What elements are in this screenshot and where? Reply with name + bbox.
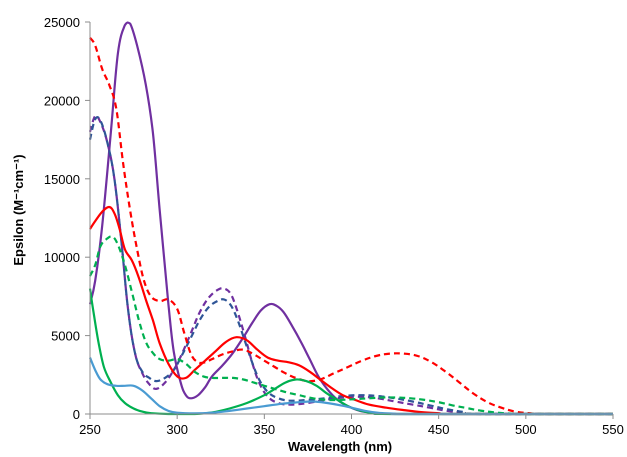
series-line-3	[88, 116, 613, 416]
x-tick-label: 550	[602, 422, 624, 437]
x-tick-label: 500	[515, 422, 537, 437]
x-tick-label: 400	[341, 422, 363, 437]
series-line-2	[88, 114, 613, 416]
y-tick-label: 15000	[44, 172, 80, 187]
y-axis-title: Epsilon (M⁻¹cm⁻¹)	[11, 154, 26, 265]
y-tick-label: 5000	[51, 329, 80, 344]
x-axis-ticks: 250 300 350 400 450 500 550	[79, 414, 624, 437]
y-tick-label: 20000	[44, 93, 80, 108]
series-line-5	[89, 205, 613, 416]
y-tick-label: 0	[73, 407, 80, 422]
y-tick-label: 10000	[44, 250, 80, 265]
x-tick-label: 250	[79, 422, 101, 437]
x-tick-label: 300	[166, 422, 188, 437]
series-line-6	[88, 235, 613, 416]
x-tick-label: 450	[428, 422, 450, 437]
plot-area	[88, 21, 613, 416]
series-line-4	[89, 37, 613, 416]
series-line-8	[88, 357, 613, 416]
x-tick-label: 350	[253, 422, 275, 437]
series-line-1	[88, 21, 613, 416]
x-axis-title: Wavelength (nm)	[288, 439, 392, 454]
y-tick-label: 25000	[44, 15, 80, 30]
y-axis-ticks: 0 5000 10000 15000 20000 25000	[44, 15, 90, 422]
